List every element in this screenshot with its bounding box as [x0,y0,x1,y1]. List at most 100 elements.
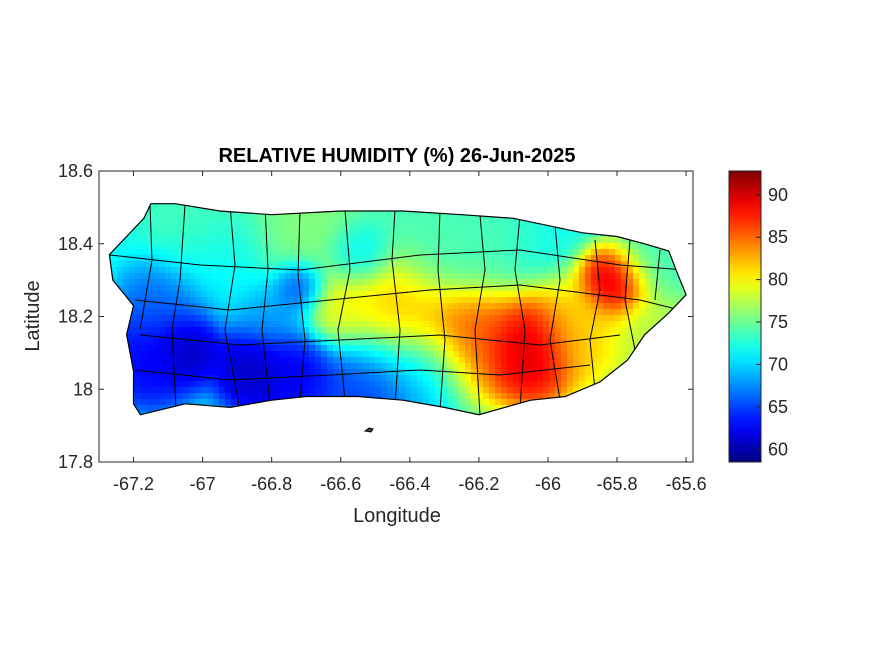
field-cell [225,399,232,406]
field-cell [555,297,562,304]
field-cell [351,381,358,388]
field-cell [519,297,526,304]
field-cell [141,387,148,394]
field-cell [255,351,262,358]
field-cell [273,393,280,400]
field-cell [633,315,640,322]
field-cell [465,237,472,244]
field-cell [555,315,562,322]
field-cell [159,339,166,346]
field-cell [393,231,400,238]
field-cell [495,291,502,298]
field-cell [525,279,532,286]
field-cell [237,321,244,328]
field-cell [507,279,514,286]
field-cell [339,333,346,340]
field-cell [195,297,202,304]
field-cell [405,285,412,292]
field-cell [417,363,424,370]
field-cell [243,267,250,274]
field-cell [483,381,490,388]
field-cell [555,273,562,280]
field-cell [399,393,406,400]
field-cell [483,399,490,406]
field-cell [297,243,304,250]
field-cell [549,345,556,352]
field-cell [339,381,346,388]
field-cell [363,267,370,274]
field-cell [141,411,148,415]
field-cell [141,321,148,328]
field-cell [489,291,496,298]
field-cell [297,327,304,334]
field-cell [447,237,454,244]
field-cell [249,303,256,310]
field-cell [357,357,364,364]
field-cell [207,261,214,268]
field-cell [447,255,454,262]
field-cell [183,369,190,376]
field-cell [489,387,496,394]
field-cell [363,339,370,346]
field-cell [615,363,622,370]
field-cell [447,249,454,256]
field-cell [285,297,292,304]
field-cell [183,243,190,250]
field-cell [387,297,394,304]
field-cell [525,219,532,226]
field-cell [417,351,424,358]
field-cell [297,375,304,382]
field-cell [459,309,466,316]
field-cell [669,303,676,310]
field-cell [387,267,394,274]
field-cell [519,315,526,322]
field-cell [477,363,484,370]
field-cell [321,321,328,328]
field-cell [633,267,640,274]
field-cell [657,273,664,280]
field-cell [501,303,508,310]
field-cell [609,243,616,250]
field-cell [339,243,346,250]
field-cell [255,273,262,280]
field-cell [375,261,382,268]
field-cell [225,387,232,394]
field-cell [495,231,502,238]
field-cell [495,267,502,274]
field-cell [225,249,232,256]
field-cell [135,333,142,340]
field-cell [543,387,550,394]
field-cell [501,345,508,352]
field-cell [243,279,250,286]
field-cell [339,387,346,394]
field-cell [369,345,376,352]
field-cell [231,333,238,340]
field-cell [561,381,568,388]
field-cell [225,285,232,292]
field-cell [441,255,448,262]
field-cell [411,303,418,310]
field-cell [249,249,256,256]
field-cell [549,261,556,268]
field-cell [423,267,430,274]
field-cell [627,309,634,316]
field-cell [393,315,400,322]
field-cell [267,363,274,370]
field-cell [207,345,214,352]
field-cell [285,315,292,322]
field-cell [405,387,412,394]
field-cell [165,267,172,274]
field-cell [561,363,568,370]
field-cell [495,249,502,256]
field-cell [543,237,550,244]
field-cell [261,393,268,400]
field-cell [375,375,382,382]
field-cell [243,375,250,382]
field-cell [243,285,250,292]
field-cell [573,303,580,310]
field-cell [315,279,322,286]
field-cell [159,399,166,406]
field-cell [219,237,226,244]
field-cell [411,357,418,364]
field-cell [309,375,316,382]
